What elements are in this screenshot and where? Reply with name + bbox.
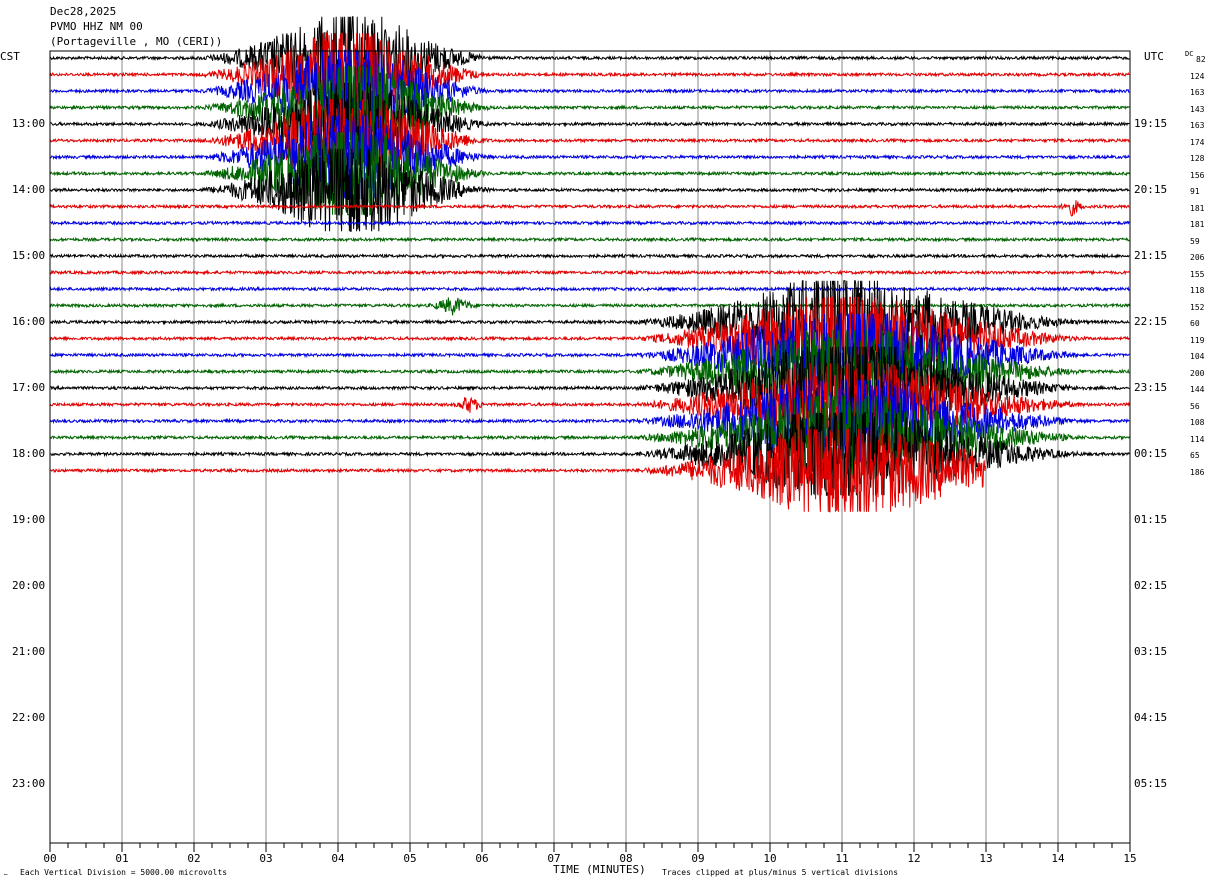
left-time-label: 15:00 [12,249,46,262]
header-location: (Portageville , MO (CERI)) [50,35,223,48]
left-time-label: 17:00 [12,381,46,394]
trace-7 [49,132,1130,216]
x-tick-label: 12 [907,852,921,865]
trace-23 [49,395,1130,480]
x-tick-label: 07 [547,852,561,865]
right-time-label: 05:15 [1134,777,1168,790]
trace-0 [49,16,1130,100]
trace-14 [49,285,1130,293]
left-time-label: 21:00 [12,645,46,658]
corner-mark: … [4,870,8,877]
x-tick-label: 00 [43,852,57,865]
dc-offset-label: 152 [1190,302,1205,312]
x-axis-ticks [49,843,1131,852]
dc-offset-label: 114 [1190,434,1205,444]
x-tick-label: 14 [1051,852,1065,865]
right-time-label: 01:15 [1134,513,1168,526]
right-time-label: 22:15 [1134,315,1168,328]
left-time-label: 13:00 [12,117,46,130]
trace-5 [49,98,1130,183]
trace-21 [49,362,1130,447]
scale-note: Each Vertical Division = 5000.00 microvo… [20,868,228,877]
right-time-label: 19:15 [1134,117,1168,130]
trace-11 [49,236,1130,243]
header-station: PVMO HHZ NM 00 [50,20,143,33]
x-tick-label: 08 [619,852,633,865]
dc-offset-label: 59 [1190,236,1200,246]
dc-offset-label: 119 [1190,335,1205,345]
right-time-label: 20:15 [1134,183,1168,196]
x-tick-label: 15 [1123,852,1137,865]
right-time-label: 00:15 [1134,447,1168,460]
x-tick-label: 09 [691,852,705,865]
x-tick-label: 05 [403,852,417,865]
left-time-label: 19:00 [12,513,46,526]
left-time-label: 20:00 [12,579,46,592]
header-date: Dec28,2025 [50,5,117,18]
left-time-label: 18:00 [12,447,46,460]
left-timezone-label: CST [0,50,20,63]
x-tick-label: 06 [475,852,489,865]
dc-offset-label: 118 [1190,286,1205,295]
dc-offset-label: 156 [1190,170,1205,180]
trace-12 [49,252,1130,260]
right-time-label: 21:15 [1134,249,1168,262]
left-time-label: 16:00 [12,315,46,328]
dc-offset-label: 104 [1190,352,1205,361]
x-tick-label: 02 [187,852,201,865]
dc-offset-label: 56 [1190,401,1200,411]
dc-offset-label: 108 [1190,418,1205,427]
right-time-label: 04:15 [1134,711,1168,724]
left-time-label: 14:00 [12,183,46,196]
trace-16 [49,280,1130,364]
dc-offset-label: 82 [1196,55,1206,64]
right-time-label: 03:15 [1134,645,1168,658]
dc-offset-label: 60 [1190,319,1200,328]
left-time-label: 23:00 [12,777,46,790]
trace-24 [49,412,1130,496]
trace-8 [49,148,1130,232]
seismic-traces [49,16,1130,513]
trace-15 [49,297,1130,316]
right-time-label: 02:15 [1134,579,1168,592]
dc-offset-label: 143 [1190,104,1205,114]
x-tick-label: 10 [763,852,777,865]
trace-9 [49,200,1130,217]
x-tick-label: 13 [979,852,993,865]
dc-label: DC [1185,50,1194,58]
dc-offset-label: 124 [1190,71,1205,81]
trace-2 [49,49,1130,133]
dc-offset-label: 144 [1190,385,1205,394]
dc-offset-label: 200 [1190,368,1205,378]
dc-offset-label: 91 [1190,187,1200,196]
x-tick-label: 01 [115,852,129,865]
left-time-label: 22:00 [12,711,46,724]
trace-4 [49,82,1130,166]
x-tick-label: 04 [331,852,345,865]
x-tick-label: 03 [259,852,273,865]
trace-1 [49,31,1130,117]
dc-offset-label: 181 [1190,220,1205,229]
trace-13 [49,269,1130,276]
trace-6 [49,115,1130,200]
dc-offset-label: 163 [1190,88,1205,97]
x-axis-label: TIME (MINUTES) [553,863,646,876]
dc-offset-label: 174 [1190,137,1205,147]
right-timezone-label: UTC [1144,50,1164,63]
dc-offset-label: 206 [1190,253,1205,262]
trace-25 [49,428,986,513]
dc-offset-label: 65 [1190,451,1200,460]
dc-offset-label: 186 [1190,467,1205,477]
trace-3 [49,65,1130,149]
dc-offset-label: 163 [1190,121,1205,130]
right-time-label: 23:15 [1134,381,1168,394]
trace-10 [50,219,1130,227]
dc-offset-label: 181 [1190,203,1205,213]
clip-note: Traces clipped at plus/minus 5 vertical … [662,868,899,877]
dc-offset-label: 128 [1190,154,1205,163]
dc-offset-label: 155 [1190,269,1205,279]
x-tick-label: 11 [835,852,849,865]
